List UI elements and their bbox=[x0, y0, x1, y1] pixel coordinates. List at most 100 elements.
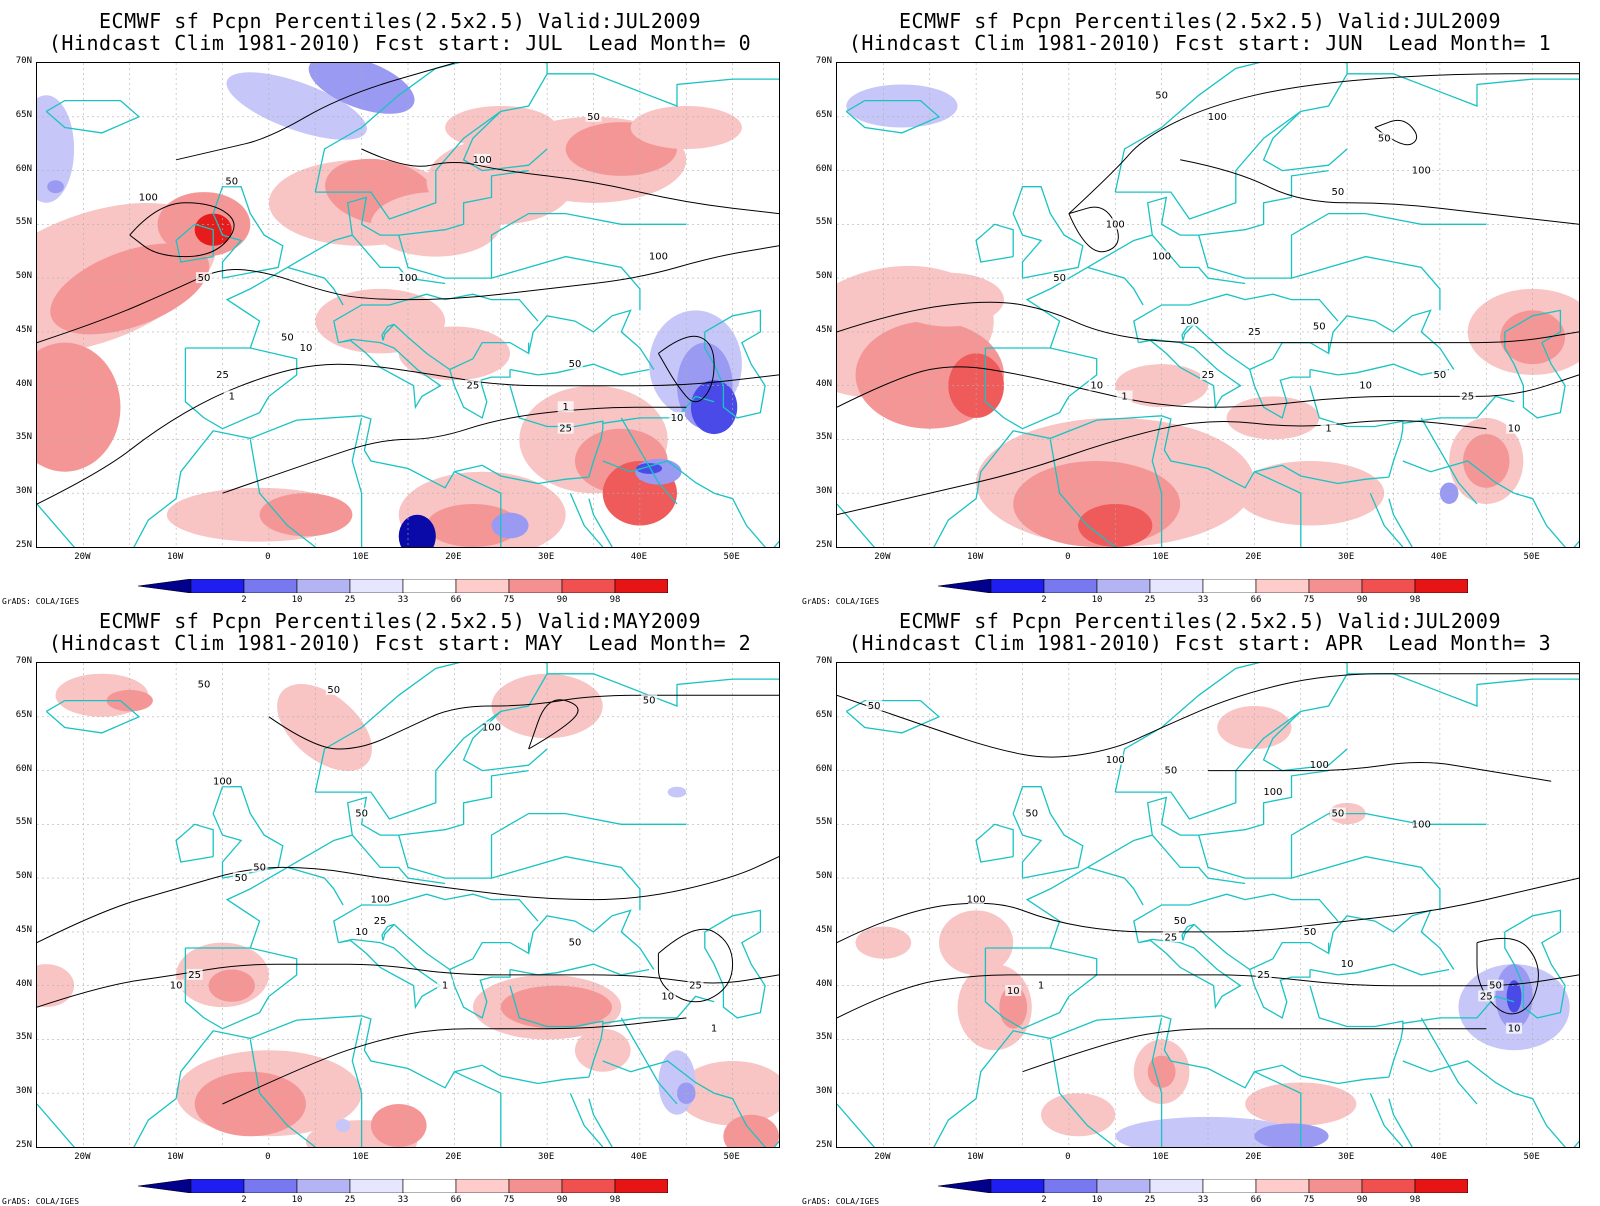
percentile-shading bbox=[335, 1119, 351, 1132]
coastline bbox=[1262, 710, 1348, 772]
coastline bbox=[212, 186, 284, 279]
contour-label: 10 bbox=[1508, 424, 1521, 435]
lat-tick-label: 30N bbox=[15, 1086, 32, 1097]
percentile-shading bbox=[855, 926, 912, 959]
lat-tick-label: 35N bbox=[15, 1032, 32, 1043]
lat-tick-label: 25N bbox=[815, 1140, 832, 1150]
coastline bbox=[602, 995, 715, 1024]
lon-tick-label: 50E bbox=[723, 552, 740, 562]
colorbar bbox=[937, 1178, 1469, 1194]
contour-label-bg bbox=[140, 191, 157, 203]
contour-label-bg bbox=[353, 925, 370, 937]
colorbar-segment bbox=[349, 1178, 404, 1194]
panel-title: ECMWF sf Pcpn Percentiles(2.5x2.5) Valid… bbox=[899, 9, 1501, 33]
coastline bbox=[338, 938, 442, 1010]
colorbar-segment bbox=[1043, 578, 1098, 594]
colorbar-label: 75 bbox=[1303, 1195, 1315, 1205]
coastline bbox=[1402, 395, 1515, 424]
lon-tick-label: 20E bbox=[445, 552, 462, 562]
coastline bbox=[845, 699, 941, 734]
contour-label: 50 bbox=[225, 176, 238, 187]
lat-tick-label: 35N bbox=[815, 432, 832, 443]
contour-label: 50 bbox=[1174, 916, 1187, 927]
lon-tick-label: 10W bbox=[966, 552, 984, 562]
contour-label-bg bbox=[706, 1022, 723, 1034]
colorbar-label: 90 bbox=[556, 1195, 568, 1205]
colorbar-segment bbox=[937, 1178, 992, 1194]
coastline bbox=[509, 985, 604, 1078]
coastline bbox=[1504, 309, 1566, 419]
colorbar-label: 2 bbox=[241, 1195, 247, 1205]
lat-tick-label: 50N bbox=[15, 271, 32, 282]
contour-label: 1 bbox=[229, 391, 235, 402]
lat-tick-label: 40N bbox=[815, 378, 832, 389]
lon-tick-label: 20W bbox=[74, 1152, 91, 1162]
colorbar-segment bbox=[402, 1178, 457, 1194]
colorbar-segment bbox=[296, 578, 351, 594]
contour-label: 100 bbox=[1152, 252, 1171, 263]
coastline bbox=[1402, 460, 1515, 494]
coastline bbox=[37, 1015, 589, 1147]
percentile-shading bbox=[658, 1050, 696, 1115]
coastline bbox=[225, 169, 529, 349]
colorbar-segment bbox=[1361, 578, 1416, 594]
coastline bbox=[975, 823, 1014, 863]
contour-line bbox=[361, 148, 779, 215]
contour-line bbox=[129, 202, 235, 258]
contour-line bbox=[37, 363, 779, 505]
coastline bbox=[1012, 186, 1084, 279]
coastline bbox=[1388, 498, 1413, 547]
coastline bbox=[462, 110, 548, 172]
coastline bbox=[212, 786, 284, 879]
contour-line bbox=[1068, 206, 1119, 253]
colorbar-label: 66 bbox=[450, 1195, 462, 1205]
coastline bbox=[1151, 1017, 1163, 1147]
colorbar-segment bbox=[1414, 578, 1469, 594]
contour-label-bg bbox=[474, 153, 491, 165]
lat-tick-label: 35N bbox=[15, 432, 32, 443]
colorbar-label: 10 bbox=[1091, 1195, 1103, 1205]
colorbar-label: 2 bbox=[241, 595, 247, 605]
colorbar-label: 10 bbox=[1091, 595, 1103, 605]
contour-label-bg bbox=[325, 683, 342, 695]
colorbar-segment bbox=[1043, 1178, 1098, 1194]
lon-tick-label: 30E bbox=[537, 552, 555, 562]
contour-label-bg bbox=[1255, 968, 1272, 980]
colorbar-label: 33 bbox=[1197, 595, 1209, 605]
colorbar-segment bbox=[1255, 1178, 1310, 1194]
percentile-shading bbox=[574, 1028, 631, 1072]
coastline bbox=[602, 460, 715, 494]
lat-tick-label: 60N bbox=[15, 163, 32, 174]
contour-label: 25 bbox=[1480, 991, 1493, 1002]
lat-tick-label: 45N bbox=[815, 324, 832, 335]
contour-line bbox=[837, 673, 1579, 758]
contour-label: 1 bbox=[1325, 424, 1331, 435]
percentile-shading bbox=[999, 985, 1028, 1029]
lon-tick-label: 40E bbox=[1430, 1152, 1447, 1162]
coastline bbox=[351, 234, 446, 285]
colorbar-label: 75 bbox=[1303, 595, 1315, 605]
lon-tick-label: 50E bbox=[1523, 1152, 1540, 1162]
contour-label-bg bbox=[279, 331, 296, 343]
contour-label: 50 bbox=[281, 332, 294, 343]
contour-line bbox=[837, 420, 1487, 516]
contour-label-bg bbox=[1431, 368, 1448, 380]
panel-subtitle: (Hindcast Clim 1981-2010) Fcst start: MA… bbox=[48, 631, 752, 655]
contour-label: 50 bbox=[198, 680, 211, 691]
coastline bbox=[704, 909, 766, 1019]
coastline bbox=[1114, 663, 1348, 820]
contour-label-bg bbox=[641, 694, 658, 706]
contour-label: 10 bbox=[355, 927, 368, 938]
contour-label-bg bbox=[1329, 186, 1346, 198]
colorbar-segment bbox=[561, 578, 616, 594]
percentile-shading bbox=[370, 1103, 427, 1147]
coastline bbox=[1388, 1098, 1413, 1147]
contour-label: 1 bbox=[1038, 981, 1044, 992]
map-area: 100 50 100 50 100 50 100 50 10 25 1 50 25 1 25 10 bbox=[36, 62, 780, 548]
lat-tick-label: 30N bbox=[15, 486, 32, 497]
contour-label-bg bbox=[1033, 979, 1050, 991]
contour-label: 50 bbox=[1053, 273, 1066, 284]
colorbar-segment bbox=[1202, 1178, 1257, 1194]
lon-tick-label: 50E bbox=[723, 1152, 740, 1162]
